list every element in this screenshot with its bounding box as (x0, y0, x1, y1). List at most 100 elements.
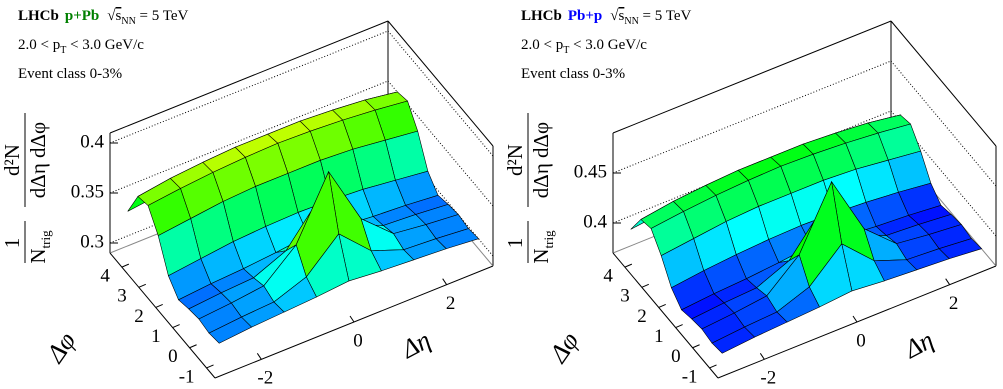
y-tick-label: 2 (637, 306, 647, 327)
y-tick-label: 4 (603, 265, 613, 286)
y-tick-label: 4 (100, 265, 110, 286)
z-tick-label: 0.4 (583, 211, 607, 232)
x-tick-label: -2 (760, 368, 776, 389)
tick-mark (692, 344, 700, 349)
event-class: Event class 0-3% (521, 66, 625, 82)
y-tick-label: 2 (134, 306, 144, 327)
tick-mark (624, 263, 633, 268)
energy-symbol: s (116, 8, 122, 24)
z-label-denominator: dΔη dΔφ (529, 122, 553, 198)
norm-subscript: trig (38, 230, 53, 249)
tick-mark (155, 303, 163, 308)
z-label-prefix: 1 (0, 238, 24, 249)
energy-subscript: NN (121, 16, 135, 27)
x-axis-label: Δη (899, 325, 938, 364)
x-tick-label: -2 (257, 368, 273, 389)
y-tick-label: -1 (179, 366, 195, 387)
system: Pb+p (568, 8, 602, 24)
y-tick-label: 0 (671, 346, 681, 367)
energy-symbol: s (619, 8, 625, 24)
energy-root: √ (610, 8, 619, 24)
experiment: LHCb (521, 8, 562, 24)
tick-mark (138, 283, 146, 288)
z-label-norm: Ntrig (26, 230, 53, 264)
box-edge (109, 20, 389, 134)
x-tick-label: 2 (446, 293, 456, 314)
box-edge (387, 20, 494, 147)
tick-mark (172, 324, 180, 329)
tick-mark (256, 353, 262, 360)
x-tick-label: 2 (949, 293, 959, 314)
tick-mark (945, 278, 951, 285)
header: LHCb p+Pb √sNN = 5 TeV (18, 8, 189, 27)
y-tick-label: 3 (620, 286, 630, 307)
norm: N (26, 248, 50, 263)
tick-mark (675, 324, 683, 329)
y-tick-label: -1 (682, 366, 698, 387)
y-axis-label: Δφ (543, 327, 584, 369)
x-tick-label: 0 (856, 330, 866, 351)
z-label-denominator: dΔη dΔφ (26, 122, 50, 198)
box-edge (890, 20, 997, 147)
z-tick-label: 0.35 (71, 181, 104, 202)
pt-lower: 2.0 < p (521, 37, 563, 53)
axis-line (109, 252, 216, 379)
z-label-numerator: d²N (0, 144, 24, 176)
event-class: Event class 0-3% (18, 66, 122, 82)
z-label-prefix: 1 (503, 238, 527, 249)
grid-line (109, 80, 389, 194)
grid-line (387, 30, 494, 157)
z-label-numerator: d²N (503, 144, 527, 176)
tick-mark (658, 303, 666, 308)
axis-line (612, 252, 719, 379)
tick-mark (641, 283, 649, 288)
y-tick-label: 3 (117, 286, 127, 307)
experiment: LHCb (18, 8, 59, 24)
pt-range: 2.0 < pT < 3.0 GeV/c (18, 37, 144, 56)
y-tick-label: 1 (654, 326, 664, 347)
z-label-norm: Ntrig (529, 230, 556, 264)
energy-value: = 5 TeV (639, 8, 692, 24)
y-tick-label: 1 (151, 326, 161, 347)
pt-range: 2.0 < pT < 3.0 GeV/c (521, 37, 647, 56)
tick-mark (349, 315, 355, 323)
z-tick-label: 0.4 (80, 131, 104, 152)
y-axis-label: Δφ (40, 327, 81, 369)
x-tick-label: 0 (353, 330, 363, 351)
header: LHCb Pb+p √sNN = 5 TeV (521, 8, 692, 27)
panel: LHCb p+Pb √sNN = 5 TeV 2.0 < pT < 3.0 GeV/c… (0, 8, 494, 389)
z-tick-label: 0.45 (574, 161, 607, 182)
tick-mark (206, 364, 214, 369)
energy-subscript: NN (624, 16, 638, 27)
pt-upper: < 3.0 GeV/c (66, 37, 144, 53)
grid-line (109, 30, 389, 144)
tick-mark (189, 344, 197, 349)
x-axis-label: Δη (396, 325, 435, 364)
tick-mark (442, 278, 448, 285)
energy-value: = 5 TeV (136, 8, 189, 24)
system: p+Pb (65, 8, 99, 24)
tick-mark (759, 353, 765, 360)
grid-line (890, 60, 997, 187)
surface-cell (711, 326, 756, 354)
energy-root: √ (107, 8, 116, 24)
z-tick-label: 0.3 (80, 231, 104, 252)
norm: N (529, 248, 553, 263)
pt-subscript: T (60, 45, 66, 56)
norm-subscript: trig (541, 230, 556, 249)
grid-line (612, 110, 892, 224)
grid-line (612, 60, 892, 174)
pt-upper: < 3.0 GeV/c (569, 37, 647, 53)
pt-subscript: T (563, 45, 569, 56)
y-tick-label: 0 (168, 346, 178, 367)
tick-mark (709, 364, 717, 369)
pt-lower: 2.0 < p (18, 37, 60, 53)
surface-cell (208, 316, 253, 344)
box-edge (612, 20, 892, 134)
tick-mark (852, 315, 858, 323)
panel: LHCb Pb+p √sNN = 5 TeV 2.0 < pT < 3.0 GeV/c… (503, 8, 997, 389)
